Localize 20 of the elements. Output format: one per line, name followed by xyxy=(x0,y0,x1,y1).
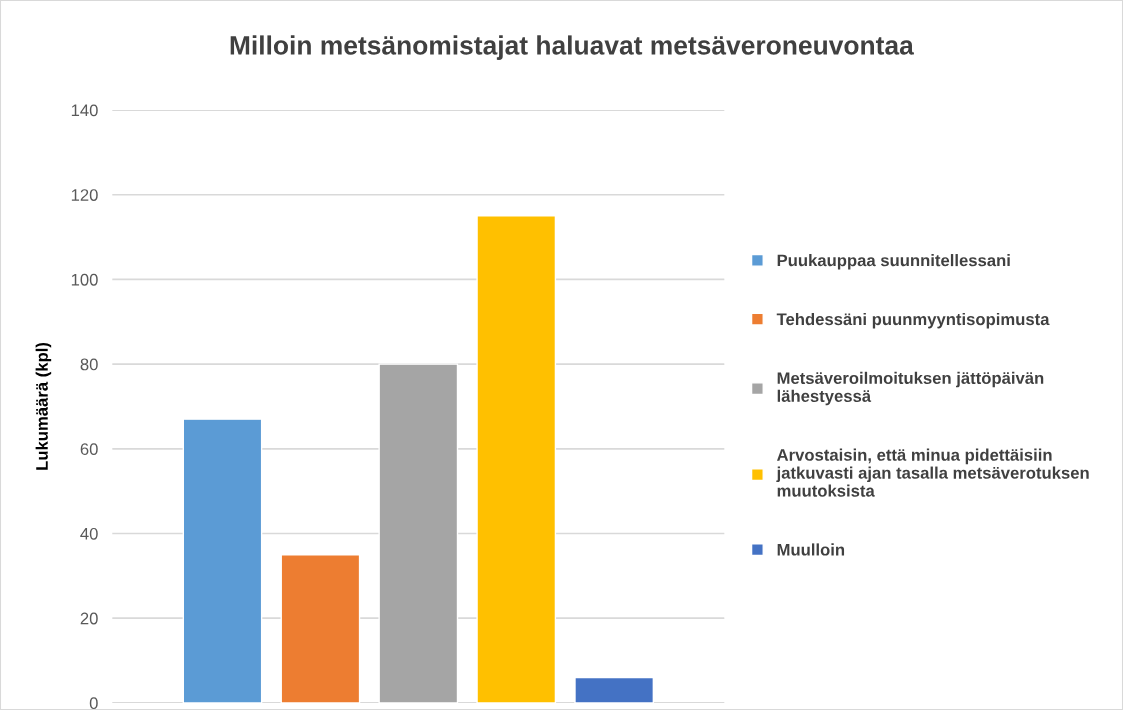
chart-title: Milloin metsänomistajat haluavat metsäveroneuvontaa xyxy=(230,35,914,60)
bar xyxy=(182,418,263,703)
legend-label: Muulloin xyxy=(777,543,845,556)
y-tick-label: 60 xyxy=(80,443,98,456)
bar xyxy=(378,363,459,703)
y-tick-label: 80 xyxy=(80,358,98,371)
y-tick-label: 120 xyxy=(71,189,98,201)
legend-label: Arvostaisin, että minua pidettäisiin jatkuvasti ajan tasalla metsäverotuksen muutoksista xyxy=(776,448,1089,497)
bar xyxy=(280,553,361,703)
legend-label: Metsäveroilmoituksen jättöpäivän lähestyessä xyxy=(777,371,1044,406)
y-tick-label: 20 xyxy=(80,612,98,625)
y-tick-label: 100 xyxy=(71,273,98,286)
legend-label: Puukauppaa suunnitellessani xyxy=(777,254,1010,270)
y-tick-label: 0 xyxy=(89,697,98,710)
bar xyxy=(476,215,557,703)
y-axis-title: Lukumäärä (kpl) xyxy=(35,342,52,470)
legend-label: Tehdessäni puunmyyntisopimusta xyxy=(776,312,1050,329)
y-tick-label: 140 xyxy=(71,104,98,117)
bar xyxy=(574,676,655,703)
y-tick-label: 40 xyxy=(80,527,98,540)
